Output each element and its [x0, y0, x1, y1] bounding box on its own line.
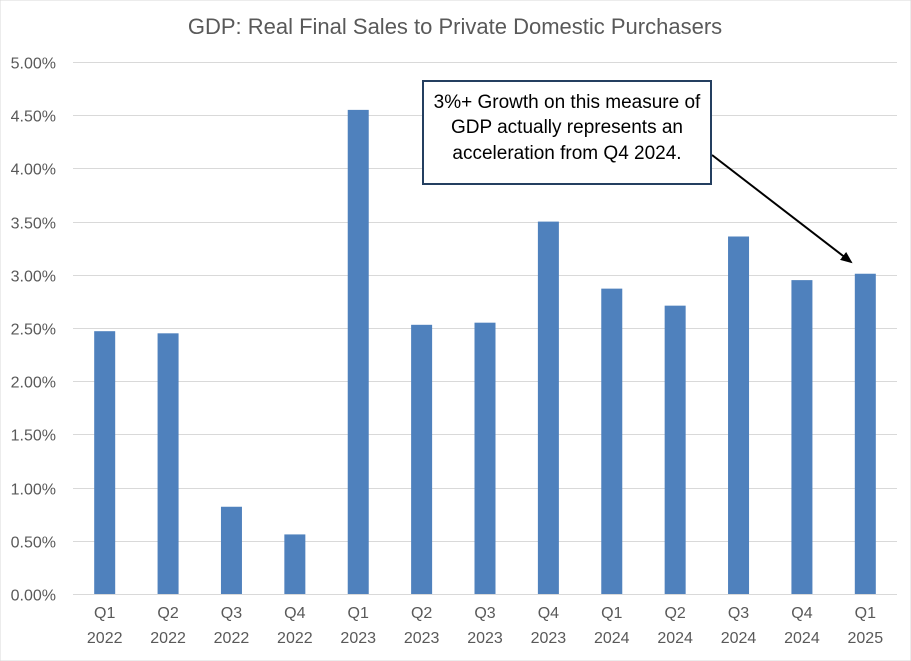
- x-tick-label-quarter: Q2: [157, 605, 178, 622]
- bar: [347, 109, 369, 594]
- y-tick-label: 3.00%: [11, 269, 56, 286]
- bar: [728, 236, 750, 594]
- annotation-line-3: acceleration from Q4 2024.: [452, 143, 681, 164]
- y-tick-label: 0.00%: [11, 588, 56, 605]
- y-tick-label: 2.50%: [11, 322, 56, 339]
- annotation: 3%+ Growth on this measure of GDP actual…: [422, 80, 853, 264]
- bar: [791, 280, 813, 594]
- x-tick-label-year: 2023: [531, 630, 567, 647]
- x-tick-label-quarter: Q2: [664, 605, 685, 622]
- y-tick-label: 5.00%: [11, 56, 56, 73]
- annotation-line-1: 3%+ Growth on this measure of: [434, 92, 701, 113]
- bar: [411, 324, 433, 594]
- x-tick-label-year: 2023: [467, 630, 503, 647]
- y-tick-label: 0.50%: [11, 535, 56, 552]
- bars: [94, 109, 876, 594]
- x-tick-label-year: 2025: [848, 630, 884, 647]
- x-tick-label-year: 2022: [150, 630, 186, 647]
- x-tick-label-year: 2022: [214, 630, 250, 647]
- bar: [601, 288, 623, 594]
- y-axis-ticks: 0.00% 0.50% 1.00% 1.50% 2.00% 2.50% 3.00% 3.50%…: [11, 56, 56, 605]
- x-tick-label-quarter: Q2: [411, 605, 432, 622]
- bar: [664, 305, 686, 594]
- chart-title: GDP: Real Final Sales to Private Domesti…: [188, 14, 722, 39]
- bar: [854, 273, 876, 594]
- x-tick-label-quarter: Q3: [728, 605, 749, 622]
- x-tick-label-quarter: Q1: [601, 605, 622, 622]
- y-tick-label: 4.00%: [11, 162, 56, 179]
- bar: [284, 534, 306, 594]
- bar: [94, 331, 116, 594]
- x-tick-label-quarter: Q1: [94, 605, 115, 622]
- annotation-box: [422, 80, 712, 185]
- annotation-line-2: GDP actually represents an: [451, 117, 683, 138]
- x-tick-label-year: 2024: [594, 630, 630, 647]
- x-tick-label-year: 2022: [277, 630, 313, 647]
- x-tick-label-year: 2024: [784, 630, 820, 647]
- bar: [157, 333, 179, 594]
- x-tick-label-quarter: Q3: [474, 605, 495, 622]
- x-tick-label-year: 2024: [721, 630, 757, 647]
- y-tick-label: 1.50%: [11, 428, 56, 445]
- y-tick-label: 2.00%: [11, 375, 56, 392]
- bar: [537, 221, 559, 594]
- x-tick-label-year: 2022: [87, 630, 123, 647]
- x-tick-label-quarter: Q4: [284, 605, 305, 622]
- x-tick-label-quarter: Q1: [348, 605, 369, 622]
- y-tick-label: 3.50%: [11, 216, 56, 233]
- x-axis-ticks: Q1 2022 Q2 2022 Q3 2022 Q4 2022 Q1 2023 Q2 2023 Q3 20…: [87, 605, 883, 647]
- x-tick-label-year: 2023: [340, 630, 376, 647]
- y-tick-label: 4.50%: [11, 109, 56, 126]
- x-tick-label-year: 2023: [404, 630, 440, 647]
- y-tick-label: 1.00%: [11, 482, 56, 499]
- bar: [220, 506, 242, 594]
- bar: [474, 322, 496, 594]
- x-tick-label-quarter: Q4: [791, 605, 812, 622]
- x-tick-label-quarter: Q4: [538, 605, 559, 622]
- x-tick-label-quarter: Q1: [855, 605, 876, 622]
- x-tick-label-year: 2024: [657, 630, 693, 647]
- x-tick-label-quarter: Q3: [221, 605, 242, 622]
- annotation-arrow: [711, 154, 853, 264]
